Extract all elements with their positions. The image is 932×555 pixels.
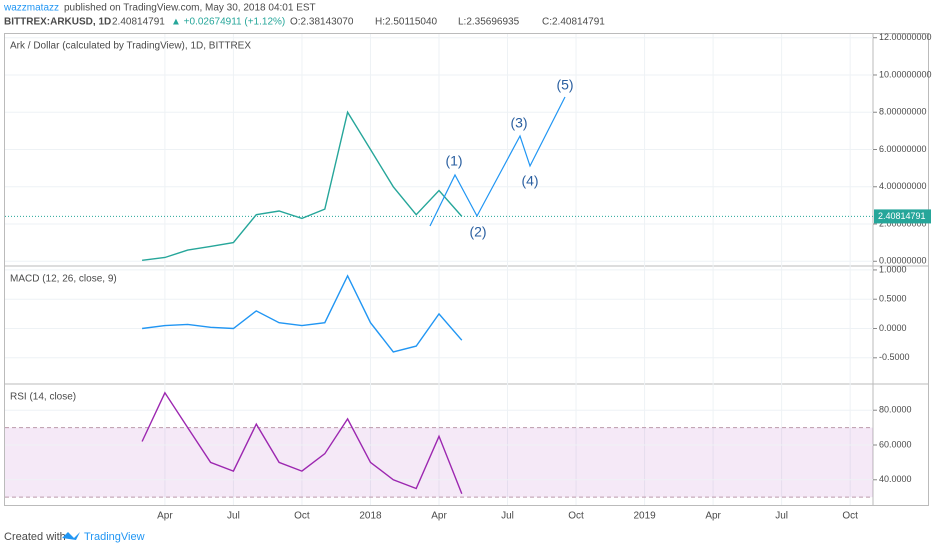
x-tick-label: Apr [157, 511, 173, 522]
last-price-tag [874, 209, 931, 224]
wave-path [429, 96, 566, 227]
x-tick-label: Oct [294, 511, 310, 522]
y-tick-label: 10.00000000 [879, 69, 932, 79]
series-line [142, 274, 463, 353]
pane-title: RSI (14, close) [10, 392, 76, 403]
last: 2.40814791 [112, 17, 165, 28]
wave-label: (3) [510, 115, 527, 131]
logo [62, 532, 80, 540]
y-tick-label: 60.0000 [879, 439, 912, 449]
frame [4, 33, 929, 506]
footer-brand[interactable]: TradingView [84, 531, 145, 543]
y-tick-label: 12.00000000 [879, 32, 932, 42]
y-tick-label: 0.00000000 [879, 256, 927, 266]
symbol: BITTREX:ARKUSD, 1D [4, 17, 111, 28]
y-tick-label: 0.0000 [879, 323, 907, 333]
close: C:2.40814791 [542, 17, 605, 28]
x-tick-label: Jul [227, 511, 240, 522]
published: published on TradingView.com, May 30, 20… [64, 3, 316, 14]
author[interactable]: wazzmatazz [3, 3, 59, 14]
pane-title: MACD (12, 26, close, 9) [10, 274, 117, 285]
y-tick-label: 4.00000000 [879, 181, 927, 191]
y-tick-label: 1.0000 [879, 264, 907, 274]
change: ▲ +0.02674911 (+1.12%) [171, 17, 285, 28]
y-tick-label: 40.0000 [879, 474, 912, 484]
low: L:2.35696935 [458, 17, 520, 28]
wave-label: (4) [521, 173, 538, 189]
x-tick-label: Apr [431, 511, 447, 522]
x-tick-label: Oct [842, 511, 858, 522]
open: O:2.38143070 [290, 17, 354, 28]
x-tick-label: Oct [568, 511, 584, 522]
wave-label: (1) [445, 153, 462, 169]
wave-label: (5) [556, 77, 573, 93]
x-tick-label: Jul [775, 511, 788, 522]
rsi-band [5, 427, 873, 498]
y-tick-label: 0.5000 [879, 294, 907, 304]
y-tick-label: -0.5000 [879, 352, 910, 362]
footer-created: Created with [4, 531, 66, 543]
wave-label: (2) [469, 224, 486, 240]
y-tick-label: 8.00000000 [879, 107, 927, 117]
x-tick-label: Apr [705, 511, 721, 522]
x-tick-label: 2019 [633, 511, 656, 522]
pane-title: Ark / Dollar (calculated by TradingView)… [10, 41, 251, 52]
series-line [141, 391, 463, 494]
series-line [142, 110, 463, 261]
y-tick-label: 80.0000 [879, 405, 912, 415]
last-price-label: 2.40814791 [878, 211, 926, 221]
x-tick-label: 2018 [359, 511, 382, 522]
y-tick-label: 6.00000000 [879, 144, 927, 154]
x-tick-label: Jul [501, 511, 514, 522]
high: H:2.50115040 [375, 17, 438, 28]
